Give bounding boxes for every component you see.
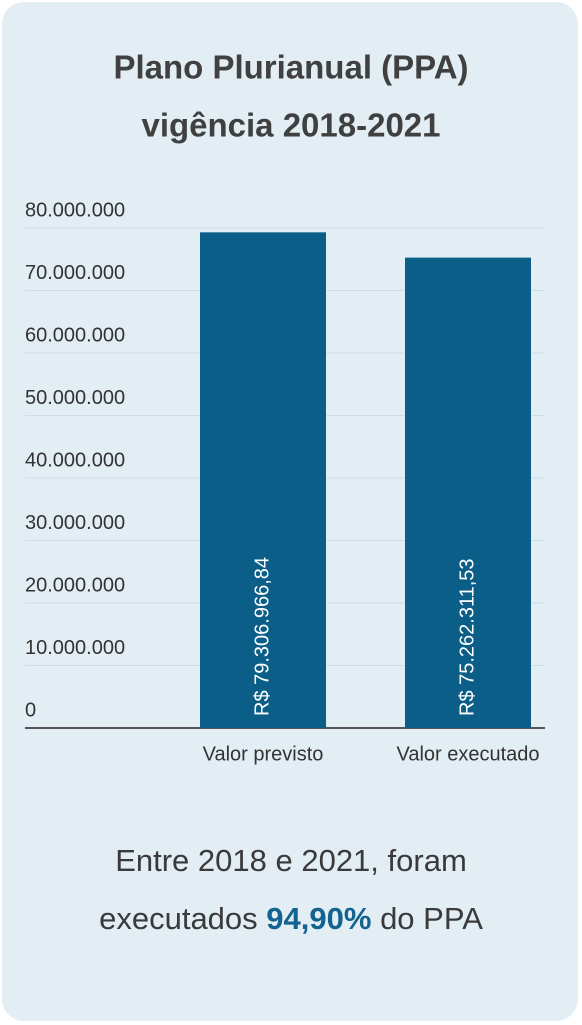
x-tick-label: Valor executado (396, 743, 539, 765)
annotation-text: do PPA (380, 901, 483, 936)
y-tick-label: 70.000.000 (25, 262, 125, 284)
y-tick-label: 40.000.000 (25, 449, 125, 471)
y-tick-label: 10.000.000 (25, 637, 125, 659)
y-tick-label: 20.000.000 (25, 574, 125, 596)
bar (200, 232, 326, 728)
chart-title: vigência 2018-2021 (141, 107, 440, 144)
y-tick-label: 50.000.000 (25, 387, 125, 409)
annotation: Entre 2018 e 2021, foram executados 94,90… (0, 832, 582, 948)
x-tick-label: Valor previsto (203, 743, 324, 765)
value-label: R$ 79.306.966,84 (251, 557, 273, 716)
y-tick-label: 30.000.000 (25, 512, 125, 534)
annotation-text: Entre 2018 e 2021, foram (115, 843, 467, 878)
y-tick-label: 0 (25, 699, 36, 721)
chart-title: Plano Plurianual (PPA) (113, 49, 468, 86)
annotation-highlight: 94,90% (266, 901, 372, 936)
annotation-text: executados (99, 901, 258, 936)
y-tick-label: 60.000.000 (25, 324, 125, 346)
bar (405, 257, 531, 728)
y-tick-label: 80.000.000 (25, 199, 125, 221)
value-label: R$ 75.262.311,53 (456, 558, 478, 716)
